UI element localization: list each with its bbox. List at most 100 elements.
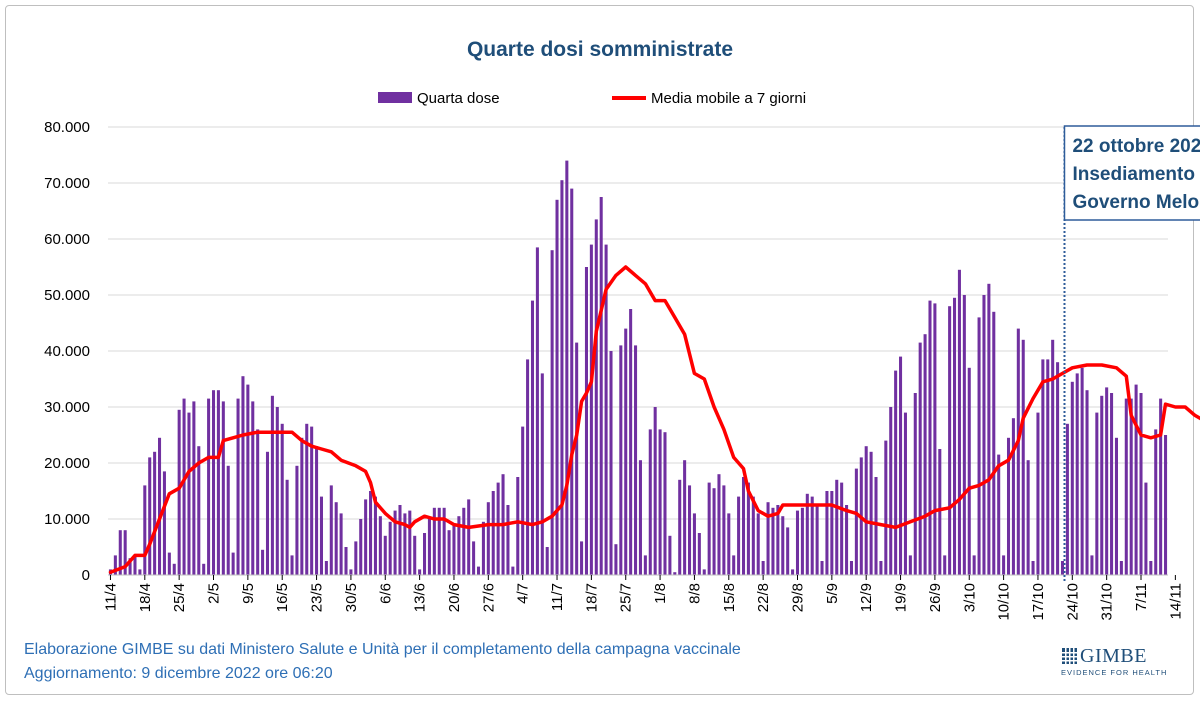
x-tick-label: 13/6 bbox=[412, 583, 429, 612]
bar bbox=[486, 502, 490, 575]
bar bbox=[619, 345, 623, 575]
bar bbox=[732, 555, 736, 575]
bar bbox=[491, 491, 495, 575]
bar bbox=[349, 569, 353, 575]
bar bbox=[211, 390, 216, 575]
bar bbox=[550, 250, 554, 575]
bar bbox=[938, 449, 942, 575]
bar bbox=[977, 317, 981, 575]
bar bbox=[761, 561, 765, 575]
bar bbox=[648, 429, 652, 575]
bar bbox=[614, 544, 618, 575]
bar bbox=[928, 300, 932, 575]
chart-frame bbox=[5, 5, 1194, 695]
bar bbox=[128, 558, 132, 575]
bar bbox=[589, 244, 593, 575]
bar bbox=[580, 541, 584, 575]
bar bbox=[918, 342, 922, 575]
bar bbox=[634, 345, 638, 575]
bar bbox=[751, 496, 755, 575]
bar bbox=[388, 521, 392, 575]
x-tick-label: 19/9 bbox=[893, 583, 910, 612]
x-tick-label: 10/10 bbox=[996, 583, 1013, 621]
bar bbox=[584, 267, 588, 575]
bar bbox=[1026, 460, 1030, 575]
bar bbox=[476, 566, 481, 575]
bar bbox=[849, 561, 853, 575]
bar bbox=[869, 451, 873, 575]
bar bbox=[624, 328, 628, 575]
footer-source-note: Elaborazione GIMBE su dati Ministero Sal… bbox=[24, 641, 741, 658]
bar bbox=[820, 561, 824, 575]
bar bbox=[423, 533, 427, 575]
line-series bbox=[108, 265, 1200, 574]
bar bbox=[992, 311, 996, 575]
x-tick-label: 1/8 bbox=[652, 583, 669, 604]
gridlines bbox=[108, 126, 1168, 520]
bar bbox=[315, 446, 319, 575]
bar bbox=[1070, 381, 1074, 575]
y-tick-label: 20.000 bbox=[44, 455, 90, 472]
bar bbox=[177, 409, 181, 575]
bar bbox=[683, 460, 687, 575]
bar bbox=[1149, 561, 1153, 575]
y-axis-tick-labels: 0 10.000 20.000 30.000 40.000 50.000 60.000 70.… bbox=[44, 119, 90, 584]
y-tick-label: 60.000 bbox=[44, 231, 90, 248]
x-tick-label: 5/9 bbox=[824, 583, 841, 604]
bar bbox=[256, 429, 260, 575]
bar bbox=[364, 499, 368, 575]
bar bbox=[167, 552, 171, 575]
bar bbox=[707, 482, 711, 575]
x-tick-label: 20/6 bbox=[446, 583, 463, 612]
logo-mark-icon bbox=[1062, 648, 1077, 664]
bar bbox=[172, 563, 176, 575]
bar bbox=[216, 390, 220, 575]
bar bbox=[261, 549, 265, 575]
bar bbox=[123, 530, 127, 575]
bar bbox=[378, 516, 382, 575]
bar bbox=[113, 555, 117, 575]
bar bbox=[1110, 393, 1114, 575]
bar bbox=[241, 376, 245, 575]
bar bbox=[1065, 423, 1069, 575]
x-tick-label: 17/10 bbox=[1030, 583, 1047, 621]
bar bbox=[1134, 384, 1138, 575]
bar bbox=[1011, 418, 1015, 575]
bar bbox=[673, 572, 677, 575]
x-tick-label: 9/5 bbox=[240, 583, 257, 604]
bar bbox=[953, 297, 957, 575]
x-tick-label: 14/11 bbox=[1167, 583, 1184, 619]
bar bbox=[290, 555, 294, 575]
x-tick-label: 22/8 bbox=[755, 583, 772, 612]
bar bbox=[1105, 387, 1109, 575]
bar bbox=[692, 513, 696, 575]
bar bbox=[413, 535, 417, 575]
bar bbox=[879, 561, 883, 575]
bar bbox=[889, 407, 893, 575]
gimbe-logo: GIMBE EVIDENCE FOR HEALTH bbox=[1060, 645, 1172, 681]
x-tick-label: 16/5 bbox=[274, 583, 291, 612]
bar bbox=[472, 541, 476, 575]
x-tick-label: 15/8 bbox=[721, 583, 738, 612]
bar bbox=[143, 485, 147, 575]
bar bbox=[795, 510, 800, 575]
bar bbox=[997, 454, 1001, 575]
annotation-line-3: Governo Meloni bbox=[1072, 192, 1200, 213]
bar bbox=[437, 507, 441, 575]
bar bbox=[457, 516, 461, 575]
bar bbox=[354, 541, 358, 575]
bar bbox=[393, 510, 397, 575]
x-tick-label: 12/9 bbox=[858, 583, 875, 612]
bar bbox=[658, 429, 662, 575]
bar bbox=[864, 446, 868, 575]
bar bbox=[545, 547, 549, 575]
bar bbox=[899, 356, 903, 575]
bar bbox=[688, 485, 692, 575]
bar bbox=[344, 547, 348, 575]
bar bbox=[1036, 412, 1040, 575]
bar bbox=[845, 505, 849, 575]
x-tick-label: 25/4 bbox=[171, 583, 188, 612]
bar bbox=[781, 516, 785, 575]
bar bbox=[1085, 390, 1089, 575]
x-tick-label: 18/7 bbox=[583, 583, 600, 612]
